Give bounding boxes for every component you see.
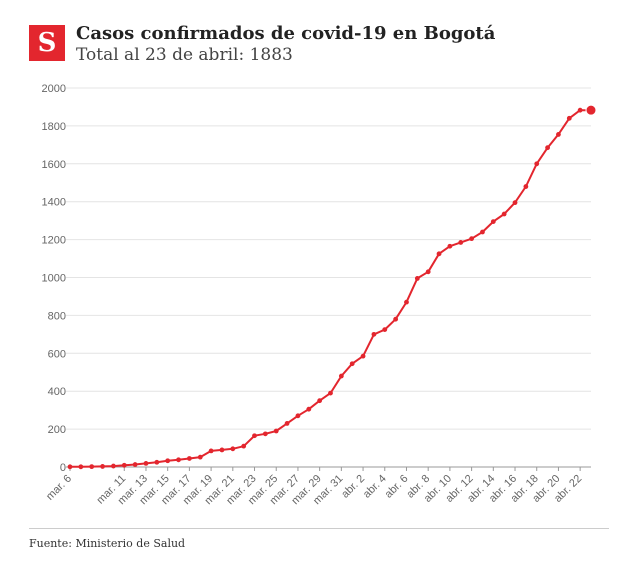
data-point (154, 459, 160, 465)
data-point (262, 431, 268, 437)
data-point (273, 428, 279, 434)
y-tick-label: 800 (48, 310, 66, 322)
y-tick-label: 1800 (42, 121, 66, 133)
data-point (469, 236, 475, 242)
data-point (176, 457, 181, 463)
y-tick-label: 1200 (42, 235, 66, 247)
data-point (447, 243, 453, 249)
data-point (186, 456, 192, 461)
y-tick-label: 600 (48, 348, 66, 360)
data-point (328, 390, 333, 396)
data-point (89, 464, 95, 470)
data-point (360, 353, 366, 359)
chart-title: Casos confirmados de covid-19 en Bogotá (76, 23, 496, 44)
data-point (78, 464, 84, 470)
data-point (393, 316, 399, 322)
data-point (165, 458, 171, 464)
data-point (67, 464, 73, 470)
data-point (111, 463, 116, 469)
data-point (501, 211, 507, 217)
data-point (349, 361, 355, 367)
x-tick-label: abr. 4 (361, 473, 389, 501)
x-tick-label: abr. 2 (339, 473, 367, 501)
data-point (197, 454, 203, 460)
data-point (545, 145, 550, 151)
data-point (371, 331, 377, 337)
data-point (425, 269, 431, 275)
x-tick-label: abr. 6 (383, 473, 411, 501)
data-point (382, 327, 388, 333)
data-point (404, 299, 409, 305)
data-point (143, 460, 149, 466)
data-point (480, 229, 485, 235)
data-point (252, 433, 257, 439)
brand-logo: S (29, 25, 65, 61)
x-tick-label: mar. 6 (44, 473, 74, 503)
data-point (338, 373, 344, 379)
data-point (534, 161, 540, 167)
y-tick-label: 400 (48, 386, 66, 398)
data-point (121, 462, 127, 468)
data-point (100, 464, 105, 469)
last-data-point (585, 104, 597, 116)
data-point (512, 200, 518, 206)
data-point (414, 276, 420, 281)
data-point (219, 447, 225, 453)
data-point (436, 251, 442, 257)
y-tick-label: 0 (60, 462, 66, 474)
source-note: Fuente: Ministerio de Salud (29, 537, 186, 550)
chart-subtitle: Total al 23 de abril: 1883 (76, 45, 293, 65)
footer-divider (29, 528, 609, 529)
data-point (284, 421, 290, 426)
data-point (556, 132, 561, 137)
data-point (241, 443, 247, 449)
data-point (306, 406, 312, 412)
y-tick-label: 1600 (42, 159, 66, 171)
data-point (577, 107, 583, 113)
y-tick-label: 2000 (42, 83, 66, 95)
y-tick-label: 1000 (42, 273, 66, 285)
data-point (458, 240, 464, 245)
data-point (566, 115, 572, 121)
data-point (295, 413, 301, 419)
data-point (208, 448, 214, 454)
data-point (132, 462, 138, 467)
data-point (523, 184, 529, 189)
y-tick-label: 200 (48, 424, 66, 436)
data-point (230, 446, 236, 452)
data-point (317, 398, 323, 404)
y-tick-label: 1400 (42, 197, 66, 209)
data-point (490, 219, 496, 224)
